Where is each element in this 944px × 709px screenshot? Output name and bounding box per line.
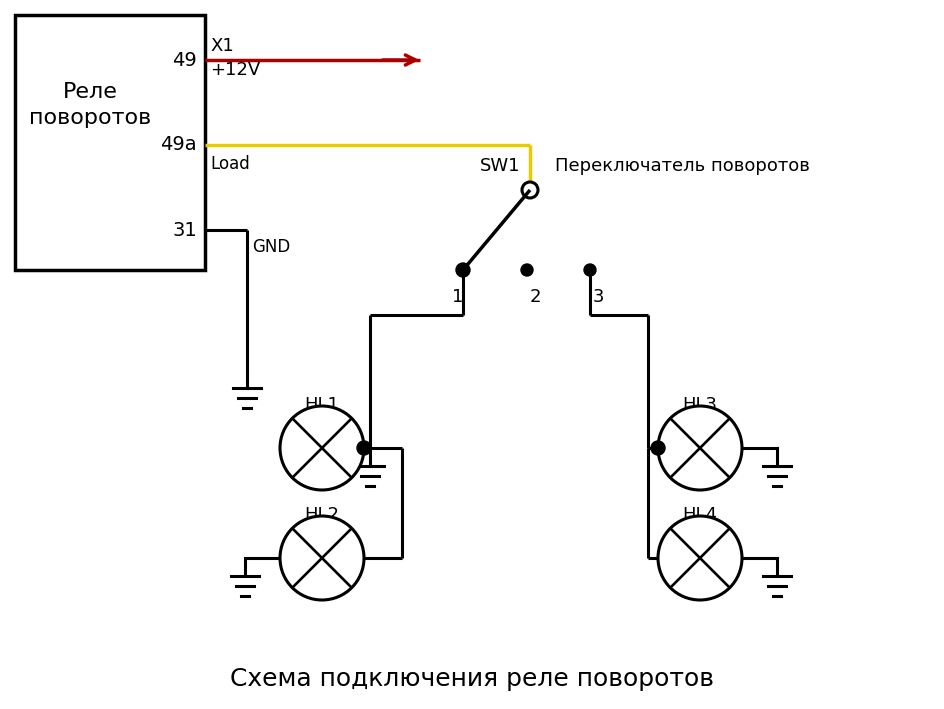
Text: 49: 49 <box>172 50 196 69</box>
Circle shape <box>279 516 363 600</box>
Circle shape <box>657 406 741 490</box>
Text: X1: X1 <box>210 37 233 55</box>
Text: 3: 3 <box>592 288 603 306</box>
Circle shape <box>583 264 596 276</box>
Circle shape <box>650 441 665 455</box>
Circle shape <box>657 516 741 600</box>
Text: 1: 1 <box>452 288 464 306</box>
Text: Реле
поворотов: Реле поворотов <box>29 82 151 128</box>
Text: 2: 2 <box>529 288 540 306</box>
Text: GND: GND <box>252 238 290 256</box>
Circle shape <box>520 264 532 276</box>
Text: 31: 31 <box>172 220 196 240</box>
Circle shape <box>456 263 469 277</box>
Text: HL3: HL3 <box>682 396 716 414</box>
Text: +12V: +12V <box>210 61 260 79</box>
Circle shape <box>279 406 363 490</box>
Circle shape <box>357 441 371 455</box>
Text: HL2: HL2 <box>304 506 339 524</box>
Text: Переключатель поворотов: Переключатель поворотов <box>554 157 809 175</box>
Text: SW1: SW1 <box>479 157 519 175</box>
Text: 49a: 49a <box>160 135 196 155</box>
Text: Load: Load <box>210 155 249 173</box>
Bar <box>15 15 205 270</box>
Text: HL1: HL1 <box>304 396 339 414</box>
Circle shape <box>521 182 537 198</box>
Text: HL4: HL4 <box>682 506 716 524</box>
Text: Схема подключения реле поворотов: Схема подключения реле поворотов <box>230 667 714 691</box>
